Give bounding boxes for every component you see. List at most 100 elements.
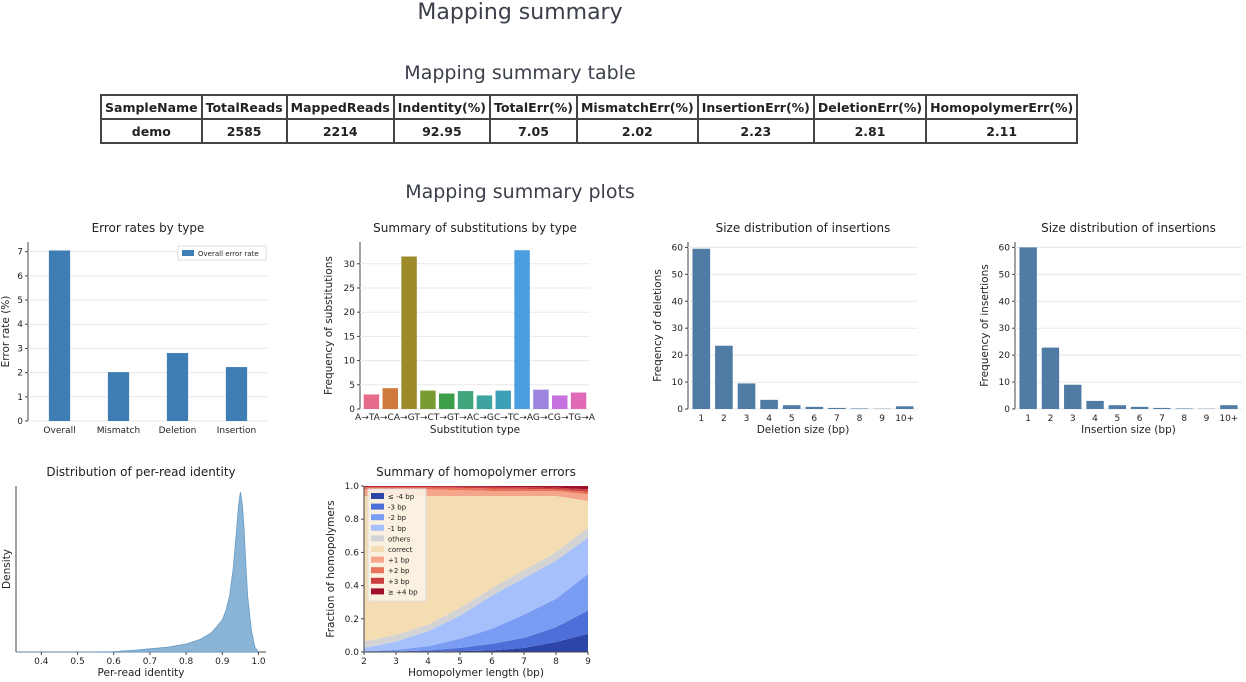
y-tick-label: 0 [349,405,355,415]
y-tick-label: 0 [677,405,683,415]
bar-Mismatch [107,372,130,421]
bar-8 [1175,408,1193,409]
legend-label: +1 bp [388,557,410,565]
y-axis-label: Frequency of substitutions [323,256,335,395]
x-tick-label: 3 [744,414,750,424]
x-tick-label: 9 [1204,414,1210,424]
table-header-row: SampleName TotalReads MappedReads Indentity… [100,94,1079,120]
legend-label: -3 bp [388,504,407,512]
y-tick-label: 7 [17,248,23,258]
y-tick-label: 0.6 [345,548,360,558]
table-cell: 7.05 [489,118,578,144]
table-cell: 2.02 [575,118,699,144]
bar-Deletion [166,353,189,421]
x-tick-label: 0.6 [107,657,122,667]
x-tick-label: 3 [1070,414,1076,424]
x-tick-label: 0.5 [70,657,84,667]
table-heading: Mapping summary table [404,62,636,84]
bar-C→A [514,250,530,409]
area-+3 bp [364,486,588,492]
bar-3 [1064,384,1082,409]
x-tick-label: 10+ [895,414,914,424]
x-tick-label: 5 [789,414,795,424]
y-tick-label: 0.2 [345,615,359,625]
table-cell: 2.23 [696,118,815,144]
y-tick-label: 60 [672,243,684,253]
bar-Insertion [225,367,248,421]
bar-G→T [552,395,568,409]
legend-label: +2 bp [388,567,410,575]
x-tick-label: 10+ [1219,414,1238,424]
y-tick-label: 0.8 [345,515,360,525]
y-tick-label: 0 [17,417,23,427]
x-tick-label: 2 [721,414,727,424]
legend-swatch [371,514,384,521]
bar-T→C [420,390,436,409]
bar-1 [692,248,711,409]
x-axis-label: Homopolymer length (bp) [408,667,544,679]
x-tick-label: 5 [457,657,463,667]
plots-heading: Mapping summary plots [405,181,635,203]
y-tick-label: 6 [17,272,23,282]
bar-T→G [439,393,455,409]
x-tick-label: 0.9 [215,657,230,667]
y-tick-label: 20 [999,351,1011,361]
chart-title: Size distribution of insertions [716,221,891,235]
y-axis-label: Fraction of homopolymers [325,500,337,637]
table-body: demo 2585 2214 92.95 7.05 2.02 2.23 2.81 2.11 [100,118,1079,144]
legend-swatch [371,535,384,542]
legend-swatch [371,567,384,574]
x-tick-label: 6 [811,414,817,424]
bar-5 [1108,405,1127,409]
bar-7 [828,407,846,409]
area-≤ -4 bp [364,633,588,652]
table-cell: 2585 [200,118,288,144]
x-tick-label: 8 [1181,414,1187,424]
x-tick-label: 0.8 [179,657,194,667]
bar-10+ [895,406,914,409]
legend-label: correct [388,546,413,554]
bar-G→A [570,392,587,409]
legend-swatch [371,493,384,499]
x-tick-label: Deletion [159,426,197,436]
bar-2 [1041,347,1060,409]
area--2 bp [364,573,588,652]
insertion-size-chart: Size distribution of insertions Frequency… [979,221,1242,436]
legend-label: Overall error rate [198,250,259,258]
x-tick-label: 5 [1114,414,1120,424]
column-header: HomopolymerErr(%) [925,94,1079,120]
y-tick-label: 30 [344,260,356,270]
legend-label: ≥ +4 bp [388,588,418,596]
x-tick-label: 3 [393,657,399,667]
y-tick-label: 0 [1004,405,1010,415]
x-axis-label: Per-read identity [98,667,185,679]
area-≥ +4 bp [364,486,588,490]
y-tick-label: 50 [672,270,684,280]
bar-4 [1086,400,1104,409]
x-tick-label: 8 [857,414,863,424]
y-tick-label: 2 [17,369,23,379]
y-tick-label: 30 [672,324,684,334]
density-area [16,491,260,653]
column-header: InsertionErr(%) [696,94,815,120]
y-tick-label: 1.0 [345,482,360,492]
x-tick-label: 4 [425,657,431,667]
chart-title: Summary of substitutions by type [373,221,577,235]
x-tick-label: 4 [766,414,772,424]
x-tick-label: 8 [553,657,559,667]
x-tick-label: 1.0 [251,657,266,667]
table-cell: demo [100,118,203,144]
y-tick-label: 30 [999,324,1011,334]
table-row: demo 2585 2214 92.95 7.05 2.02 2.23 2.81 2.11 [100,118,1079,144]
error-rates-chart: Error rates by type Error rate (%) 0 1 2 3 4 5 6… [0,221,268,436]
bar-5 [782,405,801,409]
table-cell: 2214 [285,118,395,144]
bar-C→G [476,395,493,409]
x-tick-label: 9 [879,414,885,424]
legend-swatch [371,588,384,595]
y-tick-label: 3 [17,344,23,354]
bar-T→A [457,391,474,409]
x-tick-label: 7 [1159,414,1165,424]
y-axis-label: Frequency of insertions [979,264,991,386]
x-tick-label: 0.4 [34,657,49,667]
